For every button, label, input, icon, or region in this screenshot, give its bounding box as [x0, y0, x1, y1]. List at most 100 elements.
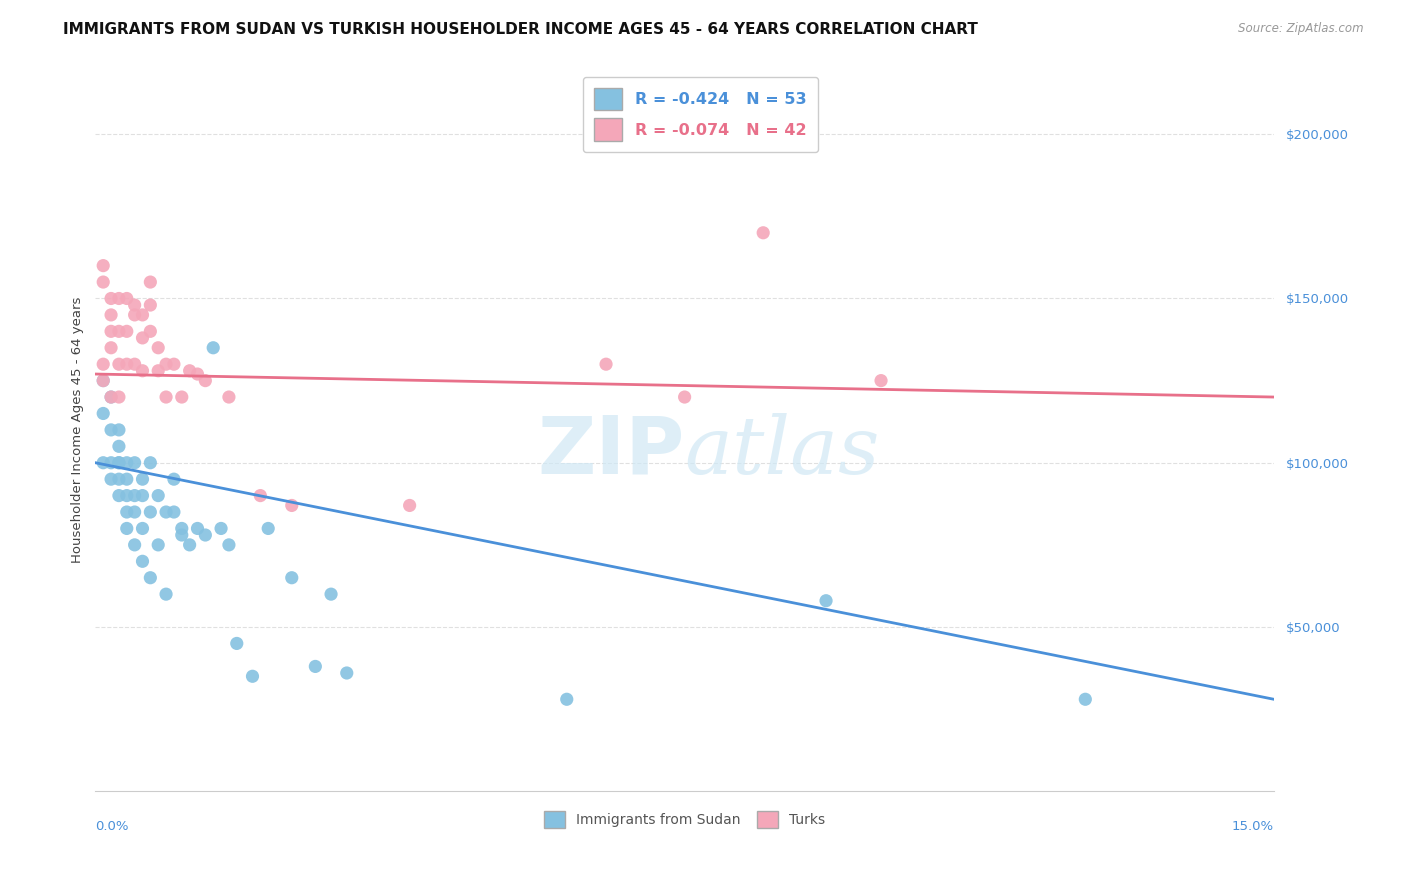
Y-axis label: Householder Income Ages 45 - 64 years: Householder Income Ages 45 - 64 years	[72, 297, 84, 563]
Point	[115, 489, 138, 503]
Point	[91, 259, 114, 273]
Point	[209, 521, 232, 535]
Point	[815, 593, 838, 607]
Point	[131, 472, 153, 486]
Point	[595, 357, 617, 371]
Point	[170, 528, 193, 542]
Point	[336, 665, 359, 680]
Point	[91, 456, 114, 470]
Point	[124, 308, 146, 322]
Point	[194, 374, 217, 388]
Point	[281, 571, 304, 585]
Point	[124, 505, 146, 519]
Point	[115, 292, 138, 306]
Point	[100, 423, 122, 437]
Text: 15.0%: 15.0%	[1232, 820, 1274, 833]
Point	[225, 636, 247, 650]
Point	[108, 456, 131, 470]
Point	[319, 587, 342, 601]
Text: atlas: atlas	[685, 413, 880, 491]
Point	[100, 324, 122, 338]
Point	[148, 538, 170, 552]
Point	[752, 226, 775, 240]
Point	[108, 292, 131, 306]
Point	[194, 528, 217, 542]
Point	[91, 407, 114, 421]
Point	[1074, 692, 1097, 706]
Point	[139, 571, 162, 585]
Point	[870, 374, 893, 388]
Point	[163, 505, 186, 519]
Point	[186, 521, 208, 535]
Point	[139, 275, 162, 289]
Point	[100, 390, 122, 404]
Text: ZIP: ZIP	[537, 413, 685, 491]
Point	[100, 456, 122, 470]
Point	[673, 390, 696, 404]
Point	[170, 390, 193, 404]
Point	[115, 357, 138, 371]
Point	[131, 308, 153, 322]
Point	[124, 456, 146, 470]
Text: Source: ZipAtlas.com: Source: ZipAtlas.com	[1239, 22, 1364, 36]
Point	[218, 538, 240, 552]
Point	[186, 367, 208, 381]
Point	[131, 331, 153, 345]
Point	[131, 489, 153, 503]
Point	[91, 275, 114, 289]
Point	[124, 538, 146, 552]
Point	[242, 669, 264, 683]
Point	[108, 423, 131, 437]
Point	[249, 489, 271, 503]
Point	[148, 489, 170, 503]
Legend: Immigrants from Sudan, Turks: Immigrants from Sudan, Turks	[537, 804, 832, 835]
Point	[131, 364, 153, 378]
Point	[257, 521, 280, 535]
Point	[179, 538, 201, 552]
Point	[108, 324, 131, 338]
Point	[218, 390, 240, 404]
Point	[108, 456, 131, 470]
Point	[115, 472, 138, 486]
Point	[155, 587, 177, 601]
Text: 0.0%: 0.0%	[96, 820, 129, 833]
Point	[124, 357, 146, 371]
Point	[115, 324, 138, 338]
Point	[148, 364, 170, 378]
Point	[108, 439, 131, 453]
Point	[108, 489, 131, 503]
Point	[179, 364, 201, 378]
Point	[100, 341, 122, 355]
Point	[139, 505, 162, 519]
Point	[124, 489, 146, 503]
Point	[139, 456, 162, 470]
Point	[139, 324, 162, 338]
Point	[148, 341, 170, 355]
Point	[555, 692, 578, 706]
Point	[155, 390, 177, 404]
Point	[91, 374, 114, 388]
Point	[139, 298, 162, 312]
Point	[115, 505, 138, 519]
Point	[124, 298, 146, 312]
Point	[108, 390, 131, 404]
Point	[155, 505, 177, 519]
Point	[108, 357, 131, 371]
Point	[100, 292, 122, 306]
Point	[304, 659, 326, 673]
Point	[202, 341, 225, 355]
Point	[108, 472, 131, 486]
Point	[100, 390, 122, 404]
Point	[91, 357, 114, 371]
Point	[281, 499, 304, 513]
Point	[115, 456, 138, 470]
Point	[131, 521, 153, 535]
Point	[131, 554, 153, 568]
Point	[100, 308, 122, 322]
Point	[398, 499, 420, 513]
Point	[163, 472, 186, 486]
Point	[155, 357, 177, 371]
Point	[170, 521, 193, 535]
Point	[100, 472, 122, 486]
Point	[163, 357, 186, 371]
